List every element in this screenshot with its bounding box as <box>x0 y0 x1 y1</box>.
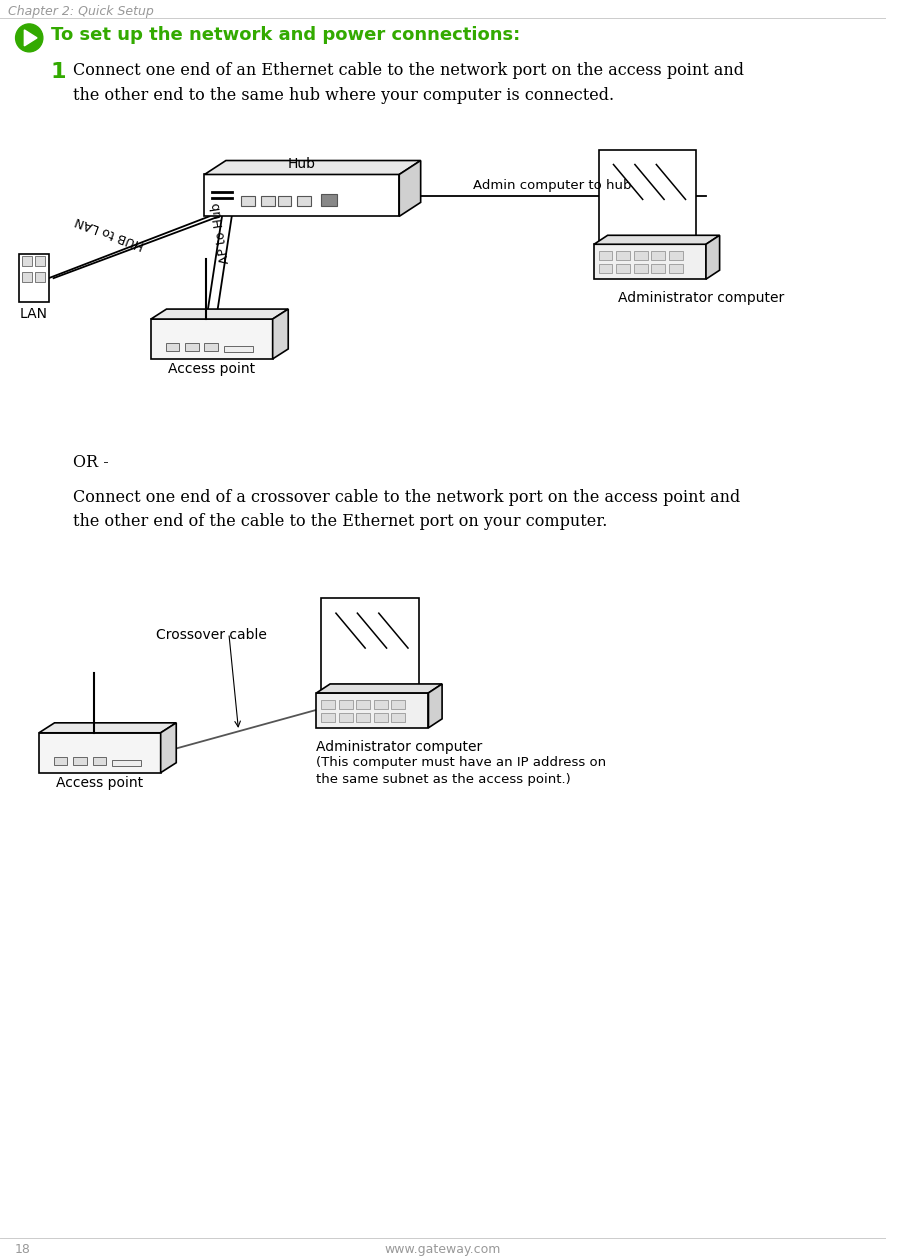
Polygon shape <box>599 150 696 244</box>
Bar <box>278 196 291 206</box>
Bar <box>652 252 665 261</box>
Text: Access point: Access point <box>167 361 255 376</box>
Bar <box>35 272 45 282</box>
Text: Crossover cable: Crossover cable <box>156 628 267 642</box>
Polygon shape <box>594 244 706 279</box>
Bar <box>357 700 370 709</box>
Polygon shape <box>205 175 399 217</box>
Bar <box>321 194 337 206</box>
Text: Admin computer to hub: Admin computer to hub <box>473 180 632 193</box>
Text: OR -: OR - <box>73 453 109 471</box>
Bar <box>391 700 405 709</box>
Text: AP to Hub: AP to Hub <box>209 201 232 264</box>
Bar <box>297 196 310 206</box>
Polygon shape <box>429 684 442 728</box>
Polygon shape <box>399 160 420 217</box>
Bar <box>669 252 682 261</box>
Polygon shape <box>151 319 273 359</box>
Text: www.gateway.com: www.gateway.com <box>385 1244 501 1256</box>
Bar <box>599 252 612 261</box>
Bar <box>54 757 67 764</box>
Circle shape <box>15 24 43 52</box>
Bar <box>616 264 630 273</box>
Text: LAN: LAN <box>20 307 48 321</box>
Bar <box>185 342 198 351</box>
Text: HUB to LAN: HUB to LAN <box>74 214 147 252</box>
Bar <box>339 700 352 709</box>
Bar <box>261 196 275 206</box>
Bar <box>599 264 612 273</box>
Polygon shape <box>273 308 288 359</box>
Bar <box>35 257 45 266</box>
Polygon shape <box>161 723 177 773</box>
Bar <box>634 264 648 273</box>
Text: Connect one end of a crossover cable to the network port on the access point and: Connect one end of a crossover cable to … <box>73 488 740 530</box>
Polygon shape <box>39 733 161 773</box>
Bar <box>73 757 86 764</box>
Bar <box>652 264 665 273</box>
Bar <box>93 757 106 764</box>
Text: (This computer must have an IP address on
the same subnet as the access point.): (This computer must have an IP address o… <box>317 755 607 786</box>
Polygon shape <box>39 723 177 733</box>
Bar <box>19 254 49 302</box>
Bar <box>374 700 388 709</box>
Bar <box>224 346 253 353</box>
Polygon shape <box>317 684 442 692</box>
Text: 18: 18 <box>15 1244 30 1256</box>
Bar <box>616 252 630 261</box>
Bar <box>357 713 370 721</box>
Text: Access point: Access point <box>56 776 143 789</box>
Bar <box>23 257 32 266</box>
Polygon shape <box>25 30 37 45</box>
Bar <box>391 713 405 721</box>
Bar <box>205 342 218 351</box>
Text: Hub: Hub <box>288 157 316 171</box>
Bar <box>339 713 352 721</box>
Text: Connect one end of an Ethernet cable to the network port on the access point and: Connect one end of an Ethernet cable to … <box>73 62 744 103</box>
Polygon shape <box>321 598 419 692</box>
Bar <box>669 264 682 273</box>
Polygon shape <box>151 308 288 319</box>
Text: To set up the network and power connections:: To set up the network and power connecti… <box>51 26 520 44</box>
Bar <box>374 713 388 721</box>
Bar <box>634 252 648 261</box>
Bar <box>321 713 335 721</box>
Polygon shape <box>317 692 429 728</box>
Polygon shape <box>594 235 720 244</box>
Bar <box>112 759 141 765</box>
Bar <box>321 700 335 709</box>
Bar <box>23 272 32 282</box>
Polygon shape <box>205 160 420 175</box>
Text: Administrator computer: Administrator computer <box>317 740 482 754</box>
Text: Chapter 2: Quick Setup: Chapter 2: Quick Setup <box>8 5 154 18</box>
Bar <box>166 342 179 351</box>
Text: Administrator computer: Administrator computer <box>618 291 784 305</box>
Polygon shape <box>706 235 720 279</box>
Bar <box>241 196 255 206</box>
Text: 1: 1 <box>51 62 66 82</box>
